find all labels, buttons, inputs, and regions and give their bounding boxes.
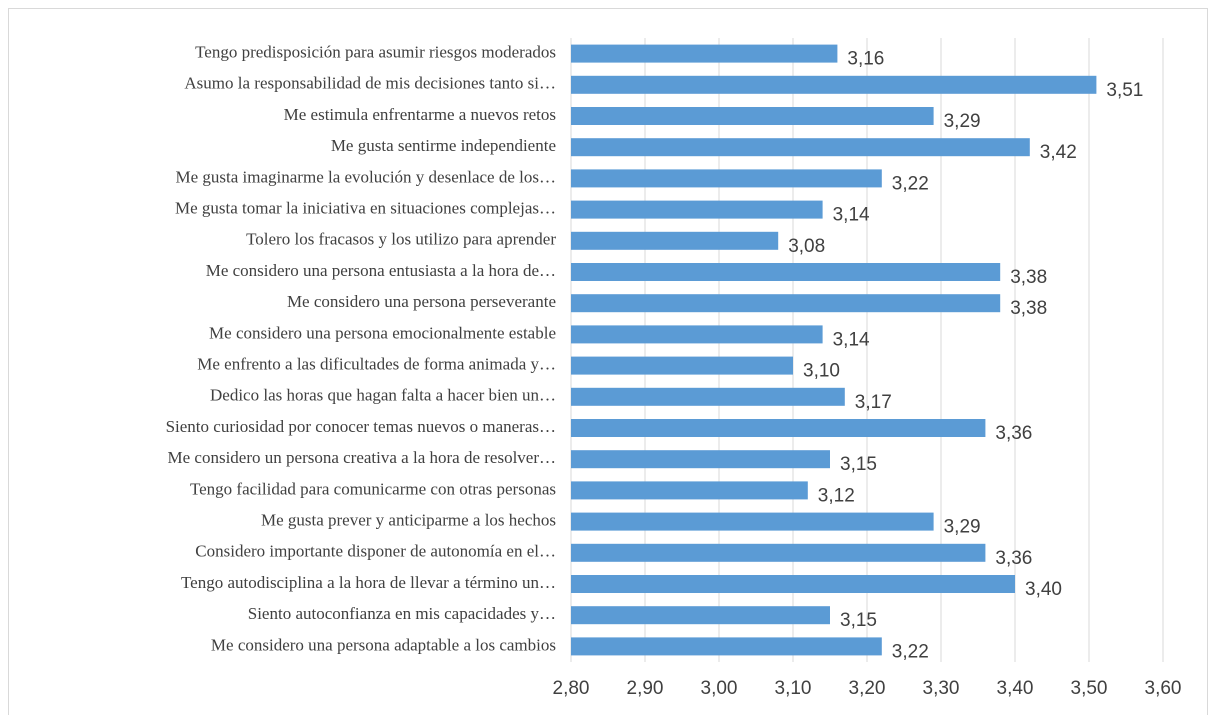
data-label: 3,38 [1010,298,1047,319]
y-tick-label: Me considero una persona entusiasta a la… [206,261,556,280]
data-label: 3,36 [995,548,1032,569]
data-label: 3,22 [892,641,929,662]
y-tick-label: Siento autoconfianza en mis capacidades … [248,604,556,623]
data-label: 3,42 [1040,142,1077,163]
data-label: 3,22 [892,173,929,194]
y-tick-label: Tengo autodisciplina a la hora de llevar… [181,573,556,592]
bar [571,325,823,344]
y-tick-label: Me gusta sentirme independiente [331,136,556,155]
data-label: 3,29 [944,517,981,538]
chart-border [8,8,1208,715]
bar [571,107,934,125]
bar [571,419,986,437]
y-tick-label: Tengo facilidad para comunicarme con otr… [190,479,556,498]
y-tick-label: Tengo predisposición para asumir riesgos… [195,43,556,62]
x-tick-label: 3,50 [1071,678,1108,699]
x-tick-label: 3,10 [775,678,812,699]
data-label: 3,38 [1010,267,1047,288]
y-tick-label: Dedico las horas que hagan falta a hacer… [210,386,556,405]
y-tick-label: Me considero una persona emocionalmente … [209,323,556,342]
y-tick-label: Me considero un persona creativa a la ho… [168,448,556,467]
data-label: 3,15 [840,454,877,475]
data-label: 3,17 [855,392,892,413]
y-tick-label: Me considero una persona perseverante [287,292,556,311]
y-tick-label: Me gusta prever y anticiparme a los hech… [261,511,556,530]
bar [571,450,830,469]
data-label: 3,08 [788,236,825,257]
bar [571,543,986,562]
data-label: 3,51 [1106,80,1143,101]
y-tick-label: Siento curiosidad por conocer temas nuev… [166,417,556,436]
data-label: 3,40 [1025,579,1062,600]
y-tick-label: Me considero una persona adaptable a los… [211,635,556,654]
bar [571,263,1001,281]
data-label: 3,14 [833,329,870,350]
bar [571,575,1015,593]
bar [571,200,823,219]
y-tick-label: Me gusta imaginarme la evolución y desen… [176,167,557,186]
data-label: 3,10 [803,361,840,382]
bar [571,512,934,531]
x-tick-label: 3,60 [1145,678,1182,699]
bar [571,606,830,625]
y-tick-label: Me estimula enfrentarme a nuevos retos [284,105,556,124]
x-tick-label: 3,30 [923,678,960,699]
data-label: 3,36 [995,423,1032,444]
data-label: 3,29 [944,111,981,132]
data-label: 3,16 [847,49,884,70]
bar [571,356,793,375]
y-tick-label: Tolero los fracasos y los utilizo para a… [246,230,556,249]
bar [571,387,845,406]
data-label: 3,15 [840,610,877,631]
y-tick-label: Asumo la responsabilidad de mis decision… [184,74,556,93]
bar [571,44,838,63]
bar [571,138,1030,157]
x-tick-label: 3,40 [997,678,1034,699]
y-tick-label: Considero importante disponer de autonom… [195,542,556,561]
bar [571,169,882,188]
data-label: 3,14 [833,205,870,226]
x-tick-label: 3,20 [849,678,886,699]
bar [571,637,882,656]
y-tick-label: Me enfrento a las dificultades de forma … [197,355,556,374]
x-tick-label: 2,80 [553,678,590,699]
y-tick-label: Me gusta tomar la iniciativa en situacio… [175,199,556,218]
data-label: 3,12 [818,485,855,506]
x-tick-label: 3,00 [701,678,738,699]
bar [571,481,808,500]
bar [571,75,1097,94]
bar [571,294,1001,313]
x-tick-label: 2,90 [627,678,664,699]
bar [571,231,779,250]
